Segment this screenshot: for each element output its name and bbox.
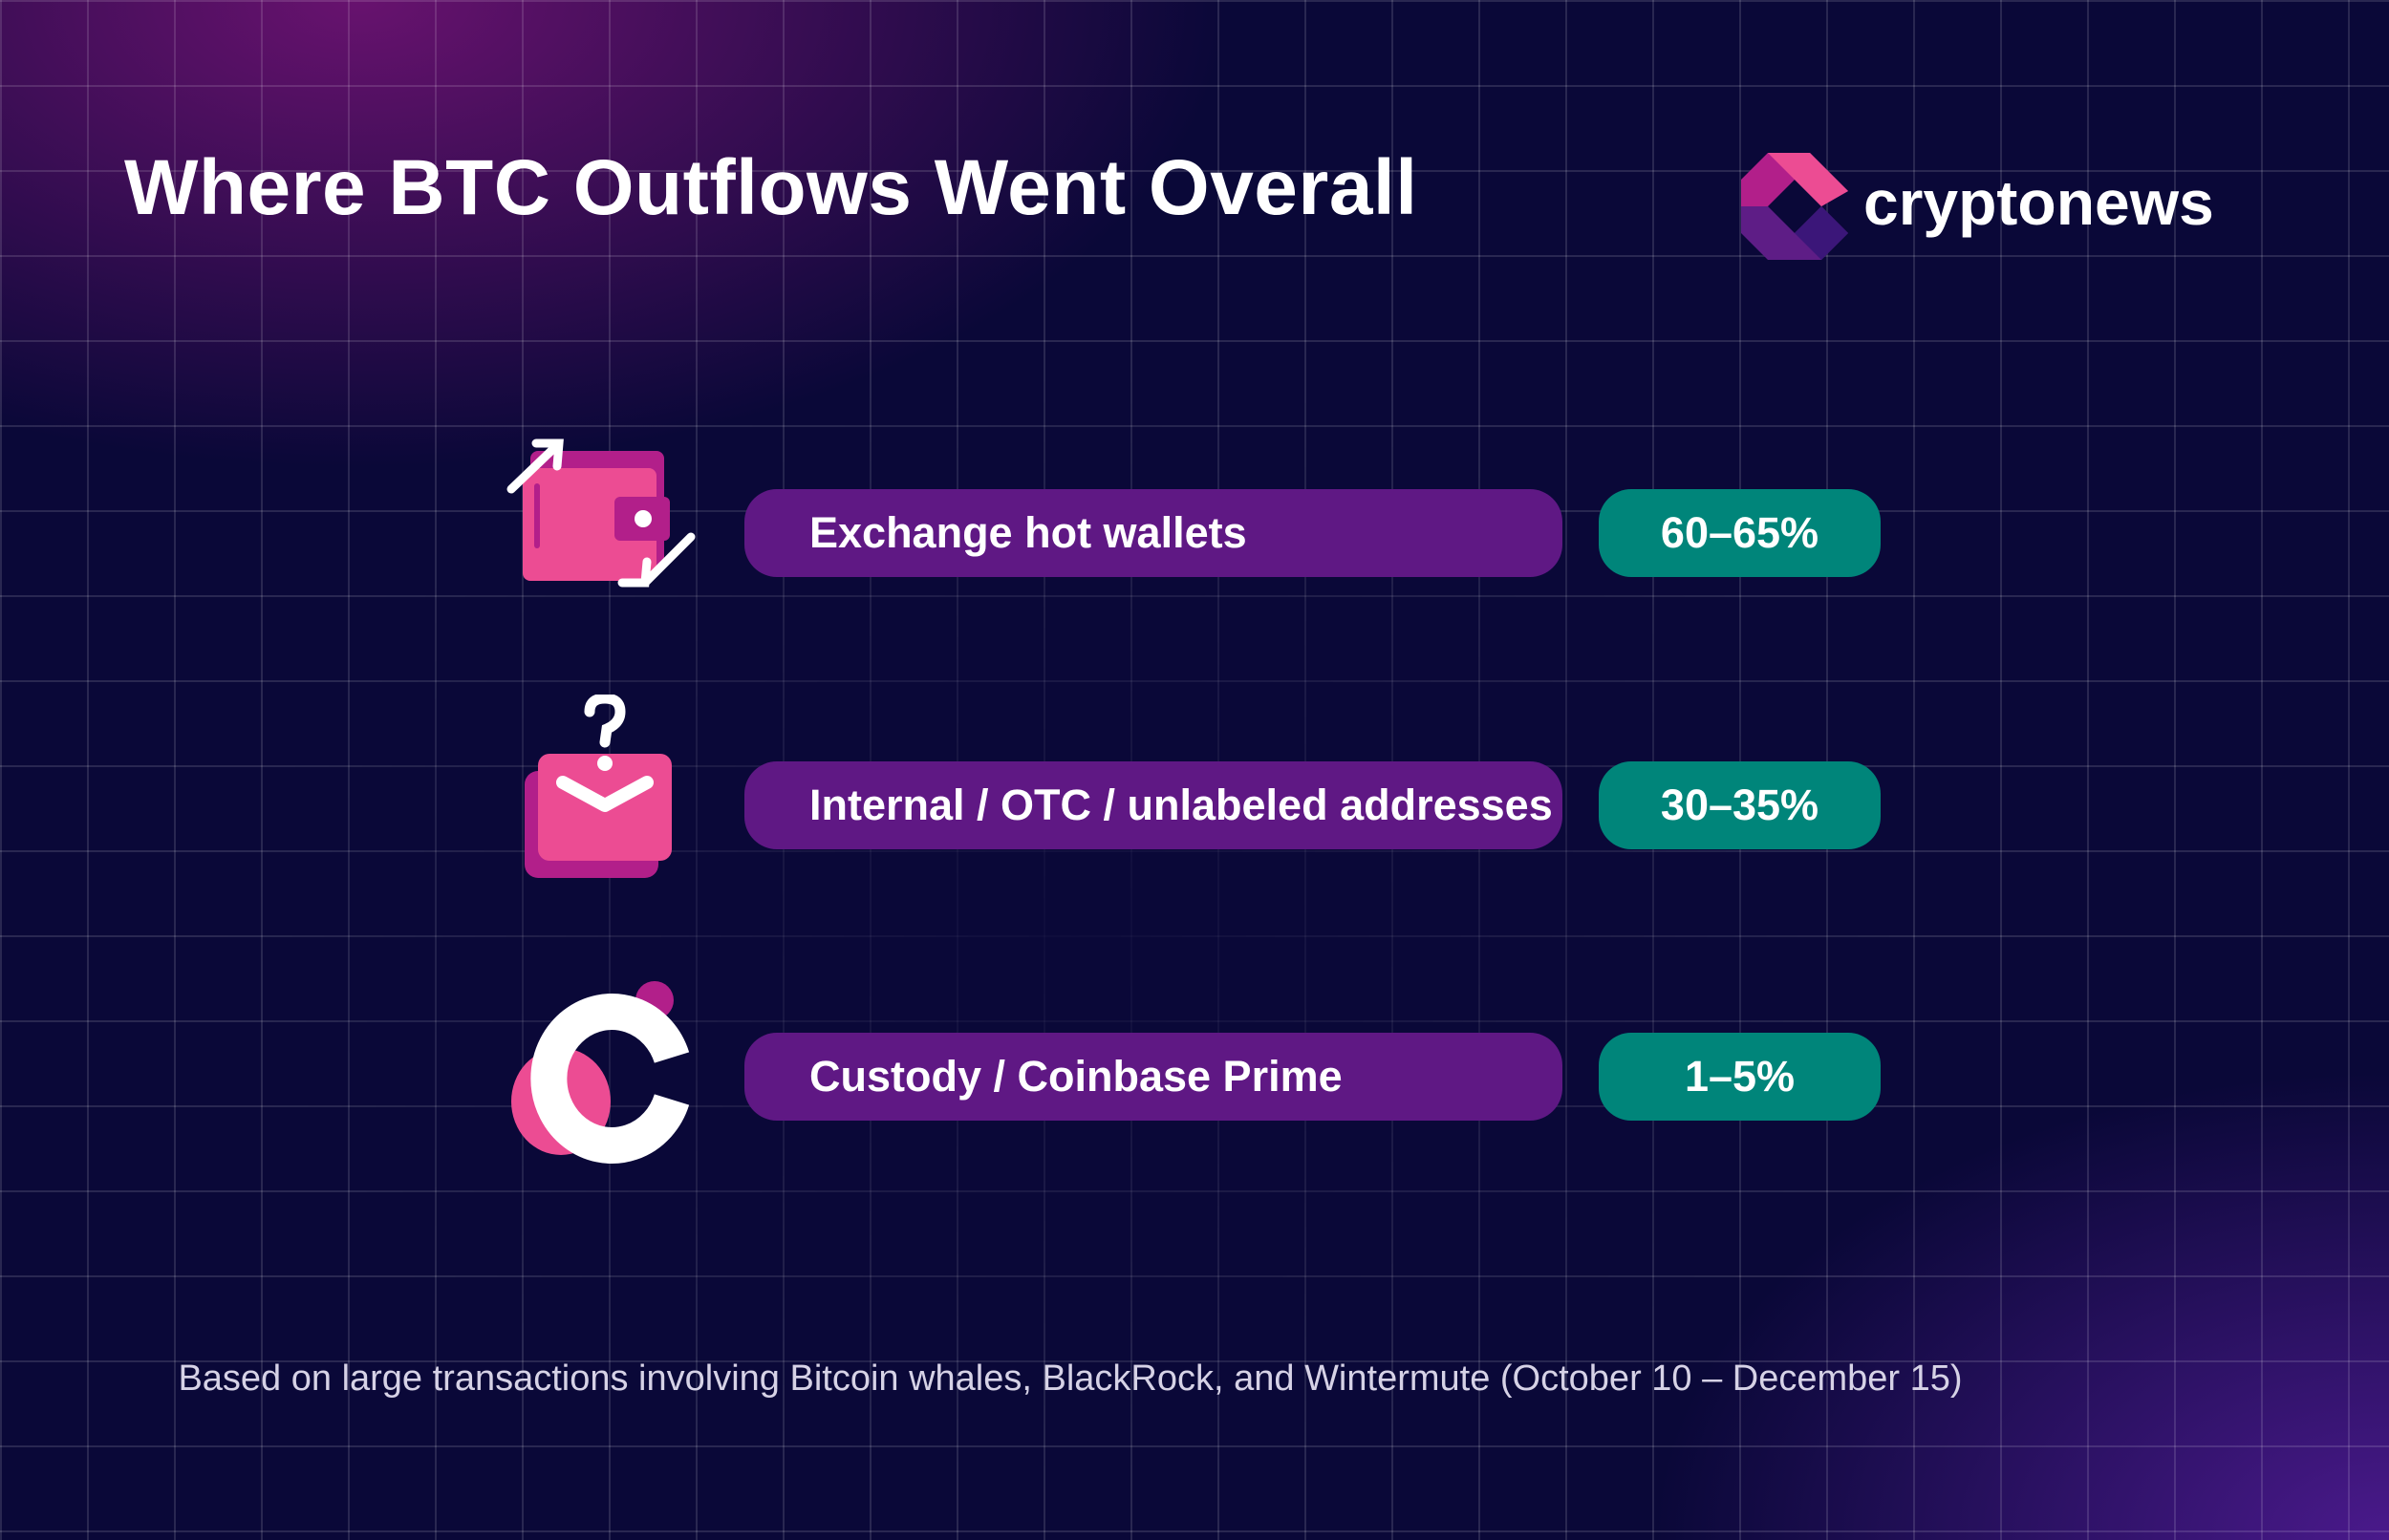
outflow-label: Internal / OTC / unlabeled addresses xyxy=(809,781,1553,829)
source-footnote: Based on large transactions involving Bi… xyxy=(178,1358,1963,1399)
wallet-transfer-icon xyxy=(506,438,696,588)
outflow-percentage-badge: 60–65% xyxy=(1599,489,1881,577)
outflow-row: Custody / Coinbase Prime 1–5% xyxy=(0,981,2389,1164)
cryptonews-logo-text: cryptonews xyxy=(1863,167,2214,238)
outflow-label-pill: Custody / Coinbase Prime xyxy=(744,1033,1562,1121)
outflow-label: Exchange hot wallets xyxy=(809,508,1247,557)
outflow-label-pill: Internal / OTC / unlabeled addresses xyxy=(744,761,1562,849)
outflow-label-pill: Exchange hot wallets xyxy=(744,489,1562,577)
cryptonews-logo: cryptonews xyxy=(1741,153,2214,260)
question-envelope-icon xyxy=(525,695,672,878)
outflow-percentage-badge: 1–5% xyxy=(1599,1033,1881,1121)
outflow-row: Internal / OTC / unlabeled addresses 30–… xyxy=(0,695,2389,878)
outflow-label: Custody / Coinbase Prime xyxy=(809,1052,1343,1101)
page-title: Where BTC Outflows Went Overall xyxy=(124,144,1418,231)
outflow-row: Exchange hot wallets 60–65% xyxy=(0,438,2389,588)
outflow-percentage-badge: 30–35% xyxy=(1599,761,1881,849)
cryptonews-logo-icon xyxy=(1741,153,1848,260)
coinbase-icon xyxy=(511,981,690,1164)
